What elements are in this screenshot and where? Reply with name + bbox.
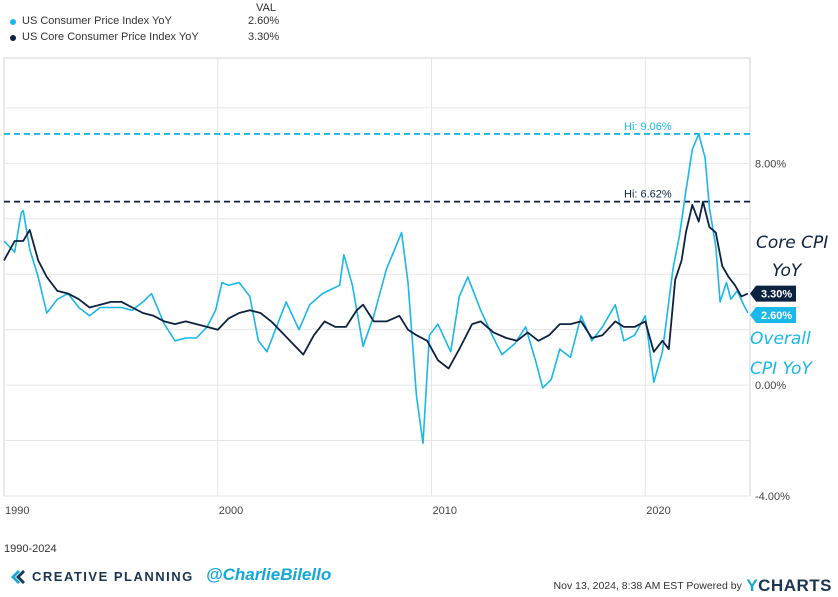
x-tick-label: 1990: [5, 505, 29, 517]
legend-item-cpi[interactable]: US Consumer Price Index YoY 2.60%: [8, 15, 308, 29]
chart-annotation: CPI YoY: [750, 359, 813, 379]
x-tick-label: 2010: [433, 505, 457, 517]
legend-label-cpi: US Consumer Price Index YoY: [22, 15, 172, 27]
author-handle[interactable]: @CharlieBilello: [206, 565, 332, 584]
x-tick-label: 2020: [646, 505, 670, 517]
chart-annotation: Core CPI: [756, 233, 828, 253]
plot-area: [3, 57, 751, 497]
legend-item-core-cpi[interactable]: US Core Consumer Price Index YoY 3.30%: [8, 31, 308, 45]
footer-credit: Nov 13, 2024, 8:38 AM EST Powered by YCH…: [554, 576, 832, 596]
ycharts-logo[interactable]: YCHARTS: [746, 576, 832, 595]
legend-dot-core-cpi: [10, 35, 16, 41]
y-tick-label: 8.00%: [755, 158, 786, 170]
chart-annotation: Overall: [750, 329, 811, 349]
chart-annotation: YoY: [772, 261, 803, 281]
timestamp: Nov 13, 2024, 8:38 AM EST Powered by: [553, 580, 742, 592]
legend-value-core-cpi: 3.30%: [248, 31, 280, 43]
y-tick-label: 0.00%: [755, 380, 786, 392]
end-tag-pointer: [750, 285, 756, 302]
end-value-label: 3.30%: [761, 289, 792, 301]
end-tag-pointer: [750, 307, 756, 324]
creative-planning-logo-icon: [11, 570, 25, 584]
x-tick-label: 2000: [219, 505, 243, 517]
date-range-label: 1990-2024: [4, 543, 57, 555]
hi-label: Hi: 6.62%: [624, 189, 672, 201]
brand-name: CREATIVE PLANNING: [32, 569, 194, 584]
ycharts-logo-y: Y: [746, 576, 759, 595]
hi-label: Hi: 9.06%: [624, 121, 672, 133]
end-value-label: 2.60%: [761, 310, 792, 322]
legend-dot-cpi: [10, 19, 16, 25]
series-line-cpi: [3, 133, 749, 445]
legend-value-cpi: 2.60%: [248, 15, 280, 27]
line-chart: 1990 2000 2010 2020 8.00% 0.00% -4.00% Hi: 9.06…: [3, 57, 828, 517]
end-value-tag: [756, 285, 796, 302]
ycharts-logo-rest: CHARTS: [758, 576, 832, 595]
end-value-tag: [756, 307, 796, 324]
brand-block: CREATIVE PLANNING @CharlieBilello: [8, 565, 348, 588]
y-tick-label: -4.00%: [755, 491, 790, 503]
series-line-core-cpi: [3, 200, 749, 370]
legend-header: VAL: [256, 2, 276, 14]
legend-label-core-cpi: US Core Consumer Price Index YoY: [22, 31, 199, 43]
